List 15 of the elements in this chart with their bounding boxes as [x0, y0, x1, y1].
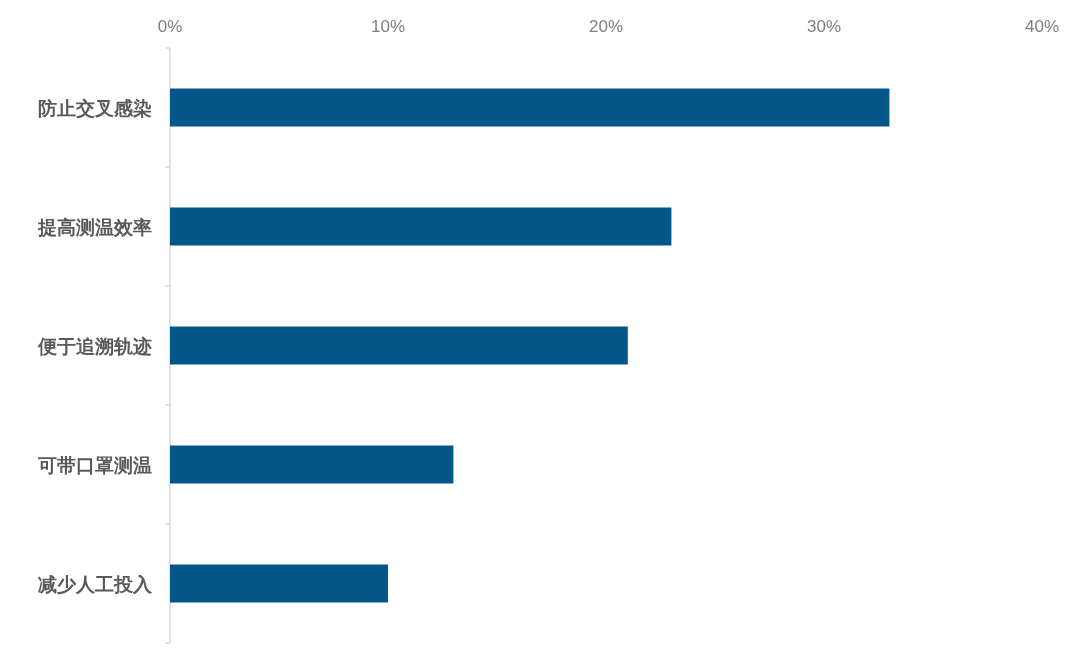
- y-tick-label: 减少人工投入: [38, 573, 153, 595]
- x-tick-label: 0%: [157, 17, 183, 36]
- bar: [170, 326, 628, 365]
- y-tick-label: 提高测温效率: [37, 216, 152, 238]
- bar: [170, 564, 388, 603]
- bar: [170, 207, 672, 246]
- x-tick-label: 20%: [588, 17, 624, 36]
- bar: [170, 88, 890, 127]
- y-tick-label: 防止交叉感染: [38, 97, 152, 119]
- y-tick-label: 可带口罩测温: [37, 454, 152, 476]
- y-tick-label: 便于追溯轨迹: [37, 335, 152, 357]
- x-tick-label: 30%: [806, 17, 842, 36]
- x-tick-label: 10%: [370, 17, 406, 36]
- bar: [170, 445, 454, 484]
- x-tick-label: 40%: [1024, 17, 1060, 36]
